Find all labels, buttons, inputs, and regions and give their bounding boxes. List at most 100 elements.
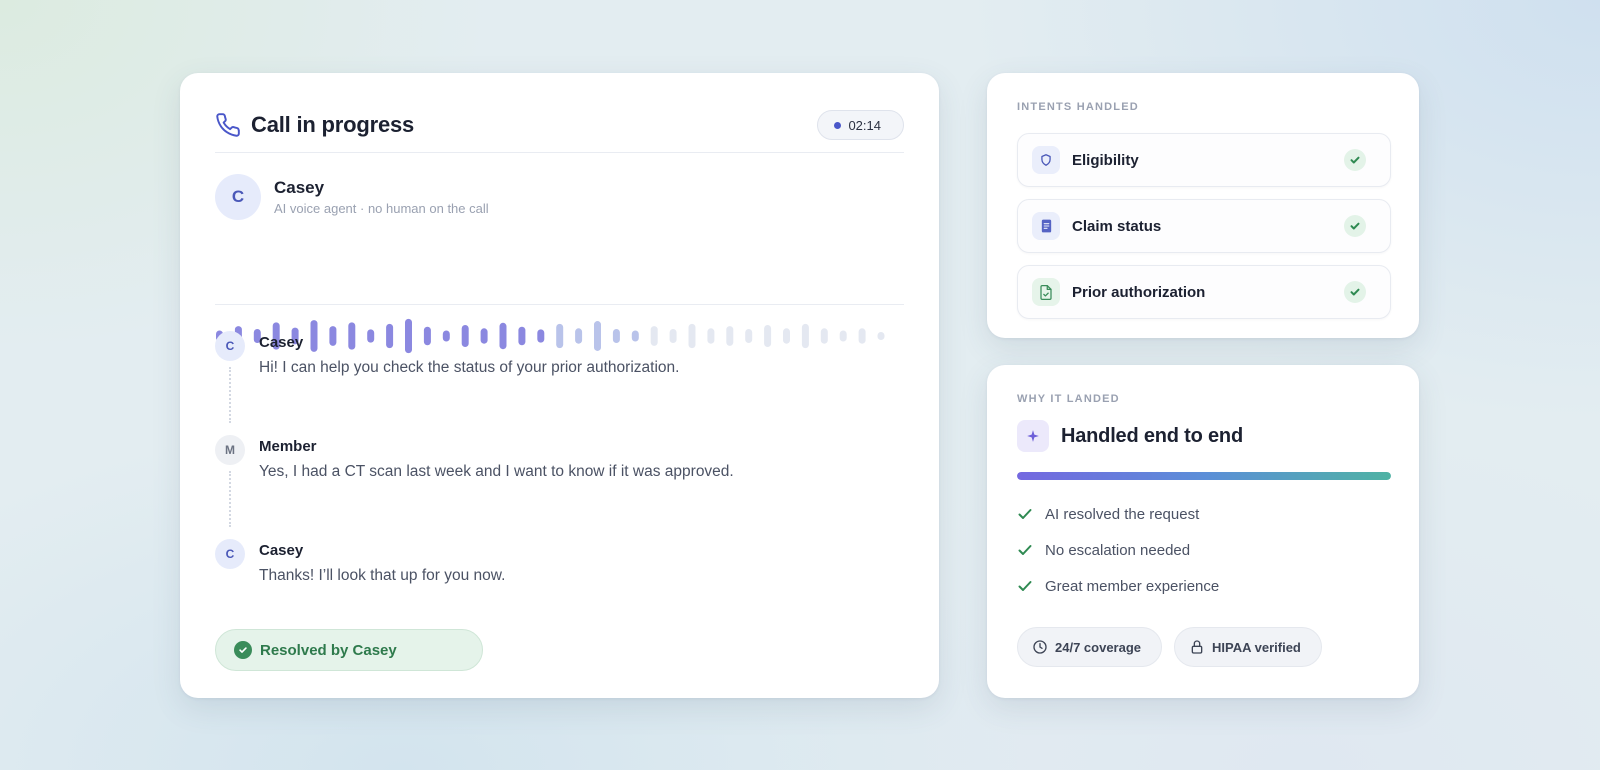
reason-item: Great member experience [1017,568,1219,604]
waveform-bar [556,323,564,349]
waveform-bar [461,325,469,347]
message-text: Yes, I had a CT scan last week and I wan… [259,463,734,480]
waveform-bar [480,328,488,344]
phone-icon [216,113,240,137]
intents-card: INTENTS HANDLED Eligibility Claim status… [987,73,1419,338]
check-icon [1018,581,1032,591]
transcript-message: C Casey Hi! I can help you check the sta… [215,331,895,435]
transcript-message: C Casey Thanks! I’ll look that up for yo… [215,539,895,643]
waveform-bar [650,326,658,346]
waveform-bar [820,328,828,344]
message-avatar: M [215,435,245,465]
waveform-bar [764,325,772,347]
trust-badges: 24/7 coverage HIPAA verified [1017,627,1322,667]
thread-connector [229,367,231,423]
reason-text: Great member experience [1045,577,1220,595]
intents-section-label: INTENTS HANDLED [1017,101,1139,113]
check-icon [1018,509,1032,519]
shield-icon [1032,146,1060,174]
waveform-bar [726,326,734,346]
live-dot [834,121,842,129]
waveform-bar [405,318,412,354]
clock-icon [1033,640,1047,654]
check-icon [1018,545,1032,555]
call-header: Call in progress 02:14 [215,101,904,149]
agent-name: Casey [274,178,325,197]
call-card: Call in progress 02:14 C Casey AI voice … [180,73,939,698]
transcript-message: M Member Yes, I had a CT scan last week … [215,435,895,539]
reason-item: No escalation needed [1017,532,1219,568]
check-icon [1344,281,1366,303]
waveform-bar [575,328,583,344]
waveform-bar [631,330,639,342]
waveform-bar [499,322,507,350]
why-card: WHY IT LANDED Handled end to end AI reso… [987,365,1419,698]
lock-icon [1191,640,1203,654]
waveform-bar [423,326,431,346]
audio-waveform [216,318,885,354]
document-icon [1032,212,1060,240]
waveform-bar [858,328,866,344]
sparkle-icon [1017,420,1049,452]
agent-meta: Casey AI voice agent · no human on the c… [274,178,489,216]
badge-label: 24/7 coverage [1055,639,1142,655]
call-timer: 02:14 [817,110,904,140]
message-text: Thanks! I’ll look that up for you now. [259,567,506,584]
waveform-bar [707,328,715,344]
waveform-bar [253,328,261,344]
progress-fill [1017,472,1391,480]
call-title: Call in progress [251,112,415,137]
check-icon [1344,215,1366,237]
message-text: Hi! I can help you check the status of y… [259,359,680,376]
waveform-bar [272,322,280,350]
badge-hipaa: HIPAA verified [1174,627,1322,667]
why-title-row: Handled end to end [1017,420,1243,452]
waveform-bar [367,329,375,343]
waveform-bar [537,329,545,343]
agent-subtitle: AI voice agent · no human on the call [274,201,489,216]
intent-item-claim-status[interactable]: Claim status [1017,199,1391,253]
success-progress-bar [1017,472,1391,480]
check-icon [1344,149,1366,171]
transcript: C Casey Hi! I can help you check the sta… [215,331,895,643]
waveform-bar [442,330,450,342]
header-divider [215,152,904,153]
badge-coverage: 24/7 coverage [1017,627,1163,667]
waveform-bar [801,323,809,349]
intent-item-eligibility[interactable]: Eligibility [1017,133,1391,187]
message-speaker: Member [259,438,317,455]
waveform-bar [783,328,790,344]
message-speaker: Casey [259,542,304,559]
intent-label: Eligibility [1072,151,1139,169]
intent-label: Prior authorization [1072,283,1206,301]
reason-list: AI resolved the request No escalation ne… [1017,496,1219,604]
waveform-bar [594,321,601,351]
waveform-bar [386,323,394,349]
waveform-bar [348,322,356,350]
check-circle-icon [234,641,252,659]
waveform-divider [215,304,904,305]
timer-value: 02:14 [848,117,881,133]
why-title: Handled end to end [1061,424,1243,447]
reason-text: AI resolved the request [1045,505,1200,523]
reason-item: AI resolved the request [1017,496,1219,532]
waveform-bar [688,323,696,349]
intent-item-prior-authorization[interactable]: Prior authorization [1017,265,1391,319]
waveform-bar [745,328,753,344]
waveform-bar [329,326,337,346]
waveform-bar [291,327,299,345]
message-speaker: Casey [259,334,304,351]
intent-label: Claim status [1072,217,1162,235]
why-section-label: WHY IT LANDED [1017,393,1120,405]
resolved-label: Resolved by Casey [260,641,397,659]
waveform-bar [877,332,885,340]
agent-row: C Casey AI voice agent · no human on the… [215,174,489,220]
thread-connector [229,471,231,527]
waveform-bar [310,320,318,352]
reason-text: No escalation needed [1045,541,1191,559]
waveform-bar [612,328,620,344]
message-avatar: C [215,331,245,361]
waveform-bar [518,326,526,346]
file-check-icon [1032,278,1060,306]
waveform-bar [839,330,847,342]
